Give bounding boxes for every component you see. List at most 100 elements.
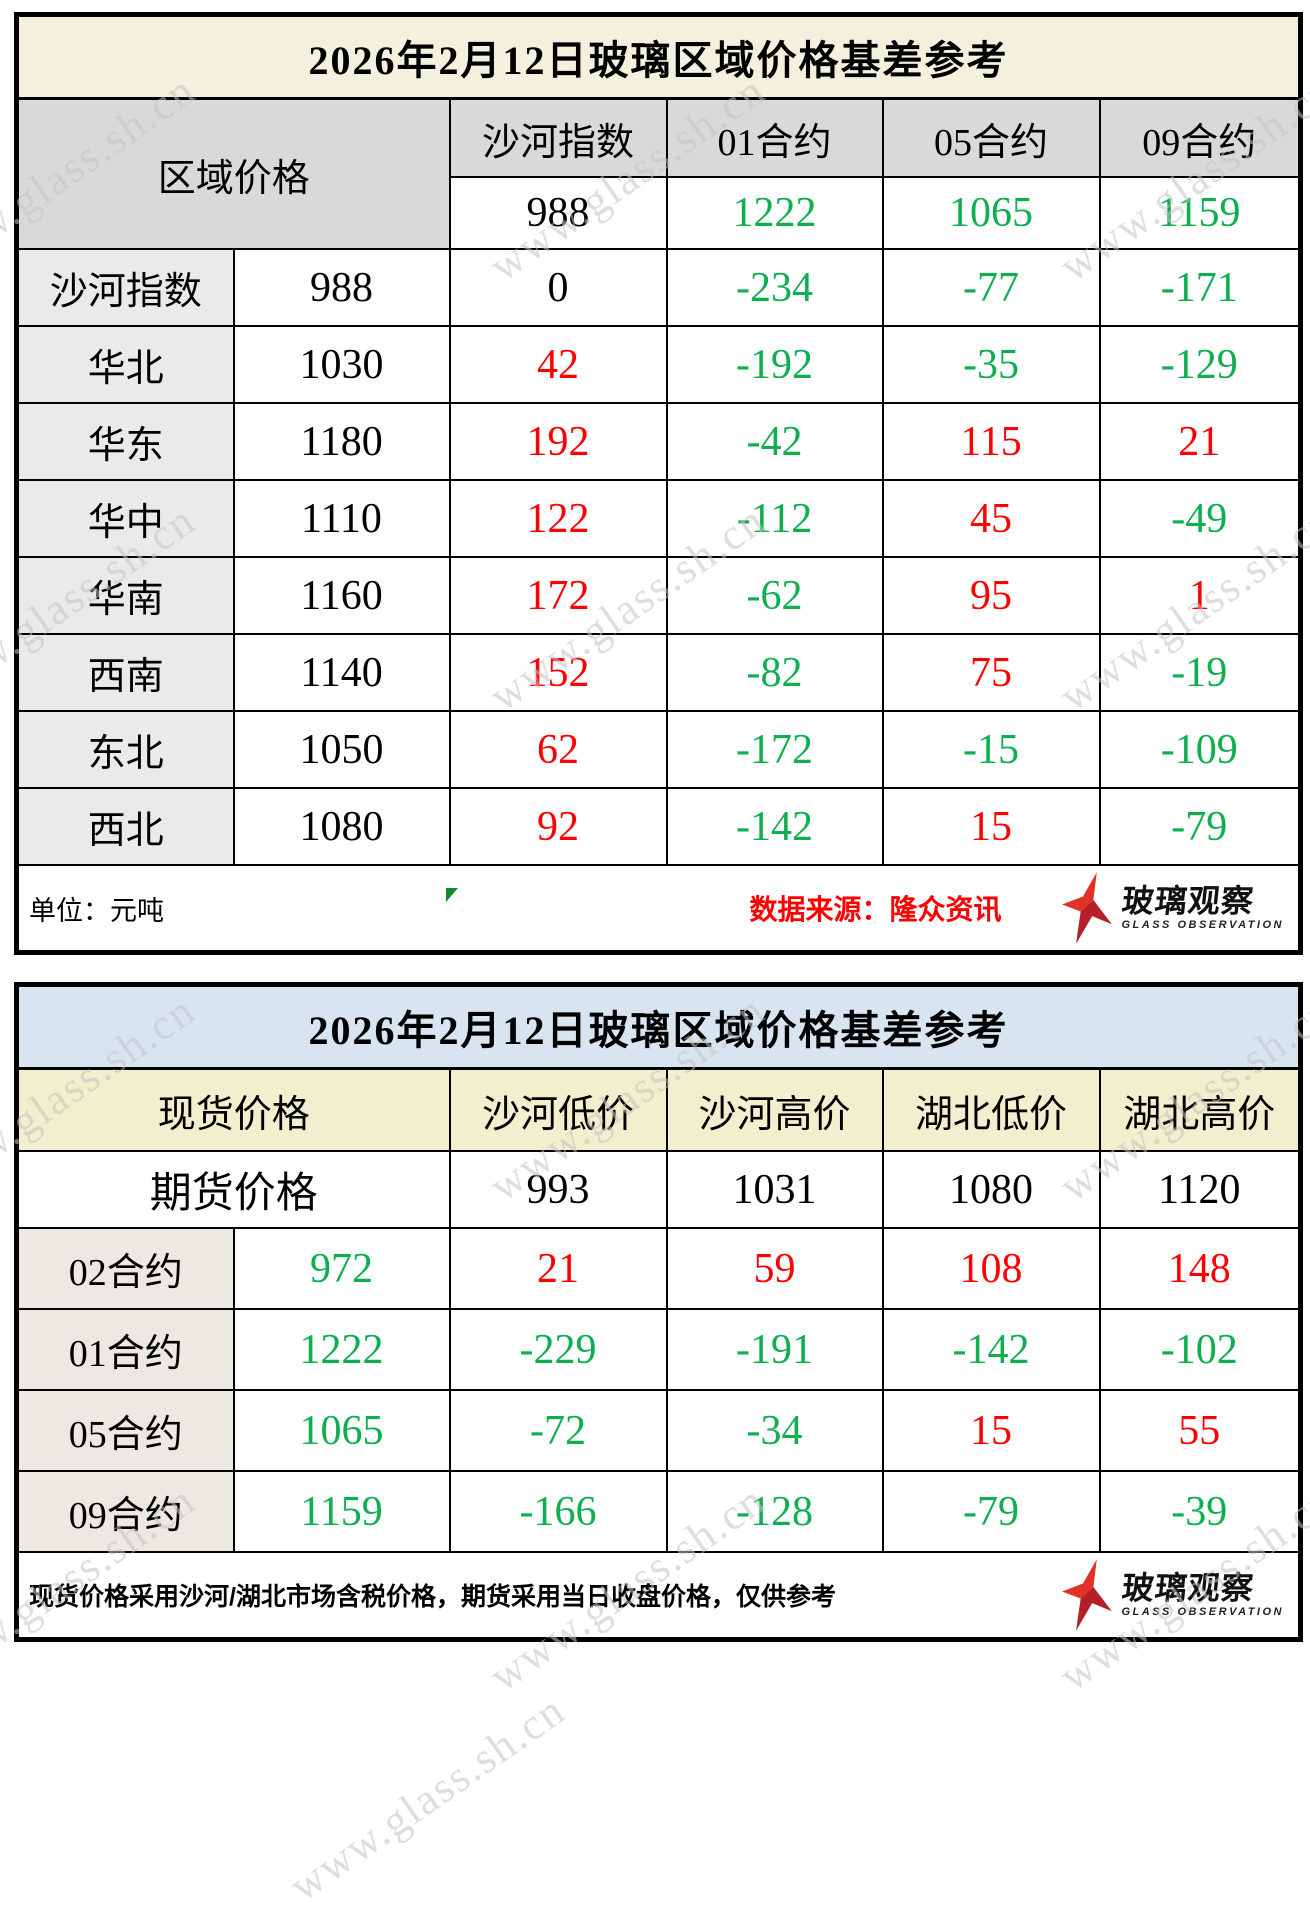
col-header-hubei-low: 湖北低价 — [881, 1067, 1101, 1152]
basis-cell: -42 — [665, 402, 884, 481]
logo-subtitle: GLASS OBSERVATION — [1121, 919, 1284, 931]
table1-footer: 单位：元吨 数据来源：隆众资讯 玻璃观察 GLASS OBSERVATION — [19, 871, 1298, 945]
col-header-shahe-index: 沙河指数 — [448, 97, 668, 178]
region-price-cell: 1180 — [232, 402, 451, 481]
reference-price-cell: 1222 — [665, 176, 884, 250]
table-row: 沙河指数 988 0 -234 -77 -171 — [15, 248, 1302, 327]
basis-cell: -35 — [881, 325, 1101, 404]
region-price-cell: 1080 — [232, 787, 451, 866]
logo-name: 玻璃观察 — [1119, 883, 1256, 919]
basis-cell: 15 — [881, 787, 1101, 866]
basis-cell: -79 — [881, 1470, 1101, 1553]
table2-footer-row: 现货价格采用沙河/湖北市场含税价格，期货采用当日收盘价格，仅供参考 玻璃观察 G… — [15, 1551, 1302, 1641]
table-row: 05合约 1065 -72 -34 15 55 — [15, 1389, 1302, 1472]
table1-title: 2026年2月12日玻璃区域价格基差参考 — [15, 13, 1302, 100]
basis-cell: 192 — [448, 402, 668, 481]
basis-cell: -19 — [1098, 633, 1302, 712]
table-row: 西南 1140 152 -82 75 -19 — [15, 633, 1302, 712]
logo-name: 玻璃观察 — [1119, 1570, 1256, 1606]
basis-cell: -79 — [1098, 787, 1302, 866]
basis-cell: -229 — [448, 1308, 668, 1391]
row-label: 05合约 — [15, 1389, 235, 1472]
basis-cell: -234 — [665, 248, 884, 327]
contract-price-cell: 972 — [232, 1227, 451, 1310]
table-row: 西北 1080 92 -142 15 -79 — [15, 787, 1302, 866]
basis-cell: -112 — [665, 479, 884, 558]
region-price-cell: 1140 — [232, 633, 451, 712]
basis-cell: -72 — [448, 1389, 668, 1472]
basis-cell: -82 — [665, 633, 884, 712]
table-row: 华东 1180 192 -42 115 21 — [15, 402, 1302, 481]
basis-cell: 45 — [881, 479, 1101, 558]
table-row: 华南 1160 172 -62 95 1 — [15, 556, 1302, 635]
row-label: 02合约 — [15, 1227, 235, 1310]
col-header-contract-01: 01合约 — [665, 97, 884, 178]
basis-cell: 21 — [1098, 402, 1302, 481]
table-row: 01合约 1222 -229 -191 -142 -102 — [15, 1308, 1302, 1391]
reference-price-cell: 1065 — [881, 176, 1101, 250]
basis-cell: 55 — [1098, 1389, 1302, 1472]
futures-price-label: 期货价格 — [15, 1150, 451, 1229]
basis-cell: 59 — [665, 1227, 884, 1310]
basis-cell: -128 — [665, 1470, 884, 1553]
basis-cell: -49 — [1098, 479, 1302, 558]
basis-cell: 75 — [881, 633, 1101, 712]
region-price-cell: 1050 — [232, 710, 451, 789]
basis-cell: -77 — [881, 248, 1101, 327]
unit-note: 单位：元吨 — [29, 895, 164, 926]
table-row: 华北 1030 42 -192 -35 -129 — [15, 325, 1302, 404]
spot-price-corner: 现货价格 — [15, 1067, 451, 1152]
basis-cell: 122 — [448, 479, 668, 558]
basis-cell: 1 — [1098, 556, 1302, 635]
table-row: 02合约 972 21 59 108 148 — [15, 1227, 1302, 1310]
table2-header-row: 现货价格 沙河低价 沙河高价 湖北低价 湖北高价 — [15, 1067, 1302, 1152]
logo-subtitle: GLASS OBSERVATION — [1121, 1606, 1284, 1618]
contract-price-cell: 1065 — [232, 1389, 451, 1472]
basis-cell: -129 — [1098, 325, 1302, 404]
row-label: 华北 — [15, 325, 235, 404]
region-price-cell: 1160 — [232, 556, 451, 635]
col-header-shahe-low: 沙河低价 — [448, 1067, 668, 1152]
basis-cell: -192 — [665, 325, 884, 404]
table-row: 东北 1050 62 -172 -15 -109 — [15, 710, 1302, 789]
basis-cell: 152 — [448, 633, 668, 712]
reference-price-cell: 1159 — [1098, 176, 1302, 250]
region-price-cell: 988 — [232, 248, 451, 327]
basis-cell: -142 — [881, 1308, 1101, 1391]
col-header-hubei-high: 湖北高价 — [1098, 1067, 1302, 1152]
basis-cell: 115 — [881, 402, 1101, 481]
logo-star-icon — [1061, 1559, 1112, 1631]
basis-cell: -142 — [665, 787, 884, 866]
row-label: 01合约 — [15, 1308, 235, 1391]
basis-cell: 15 — [881, 1389, 1101, 1472]
basis-cell: 95 — [881, 556, 1101, 635]
table2-footer: 现货价格采用沙河/湖北市场含税价格，期货采用当日收盘价格，仅供参考 玻璃观察 G… — [19, 1558, 1298, 1632]
basis-cell: 42 — [448, 325, 668, 404]
table-row: 09合约 1159 -166 -128 -79 -39 — [15, 1470, 1302, 1553]
regional-basis-table: 2026年2月12日玻璃区域价格基差参考 区域价格 沙河指数 01合约 05合约… — [14, 12, 1303, 955]
region-price-cell: 1110 — [232, 479, 451, 558]
basis-cell: -172 — [665, 710, 884, 789]
basis-cell: -109 — [1098, 710, 1302, 789]
row-label: 华东 — [15, 402, 235, 481]
table2-title: 2026年2月12日玻璃区域价格基差参考 — [15, 983, 1302, 1070]
col-header-shahe-high: 沙河高价 — [665, 1067, 884, 1152]
reference-price-cell: 988 — [448, 176, 668, 250]
region-price-cell: 1030 — [232, 325, 451, 404]
col-header-contract-05: 05合约 — [881, 97, 1101, 178]
row-label: 西南 — [15, 633, 235, 712]
basis-cell: 0 — [448, 248, 668, 327]
row-label: 东北 — [15, 710, 235, 789]
row-label: 09合约 — [15, 1470, 235, 1553]
basis-cell: -102 — [1098, 1308, 1302, 1391]
basis-cell: -62 — [665, 556, 884, 635]
basis-cell: 21 — [448, 1227, 668, 1310]
glass-observation-logo: 玻璃观察 GLASS OBSERVATION — [1058, 1558, 1285, 1632]
comment-flag — [446, 888, 458, 902]
basis-cell: 62 — [448, 710, 668, 789]
basis-cell: 108 — [881, 1227, 1101, 1310]
contract-price-cell: 1159 — [232, 1470, 451, 1553]
row-label: 华南 — [15, 556, 235, 635]
spot-price-cell: 993 — [448, 1150, 668, 1229]
basis-cell: 172 — [448, 556, 668, 635]
